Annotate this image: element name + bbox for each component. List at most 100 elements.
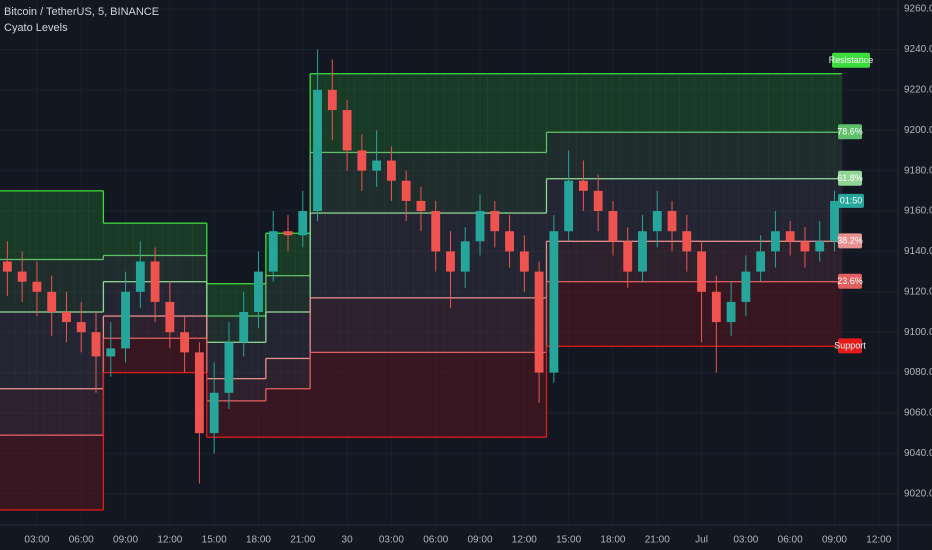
level-band <box>295 275 311 312</box>
level-band <box>0 190 16 260</box>
level-band <box>516 73 533 153</box>
level-band <box>398 73 415 153</box>
candle-body <box>534 271 544 373</box>
candle-body <box>815 241 825 252</box>
x-tick-label: 12:00 <box>157 535 182 546</box>
candle-body <box>194 352 204 434</box>
x-tick-label: 15:00 <box>556 535 581 546</box>
level-band <box>649 73 666 133</box>
level-band <box>324 297 341 353</box>
level-band <box>635 132 651 179</box>
level-band <box>14 312 31 389</box>
tags: Resistance 78.6% 61.8% 38.2% 23.6% Support 01:… <box>829 52 873 354</box>
level-band <box>310 352 326 438</box>
level-band <box>177 223 193 256</box>
level-band <box>132 316 149 339</box>
level-band <box>265 388 282 438</box>
level-band <box>310 297 326 353</box>
y-tick-label: 9260.00 <box>904 4 932 15</box>
candle-body <box>298 211 308 236</box>
candle-body <box>697 251 706 292</box>
level-band <box>679 132 695 179</box>
level-band <box>649 281 666 347</box>
candle-body <box>460 241 470 272</box>
level-band <box>472 352 488 438</box>
x-tick-label: 03:00 <box>733 535 758 546</box>
candle-body <box>106 348 116 357</box>
level-band <box>782 241 799 282</box>
level-band <box>738 73 754 133</box>
level-band <box>561 73 577 133</box>
level-band <box>812 132 828 179</box>
level-band <box>295 388 311 438</box>
level-band <box>457 152 474 214</box>
candle-body <box>490 211 500 232</box>
level-band <box>339 152 355 214</box>
candle-body <box>505 231 514 252</box>
level-band <box>827 281 843 347</box>
level-band <box>753 73 769 133</box>
level-band <box>162 338 178 373</box>
level-band <box>29 312 45 389</box>
level-band <box>502 73 518 153</box>
level-band <box>428 73 444 153</box>
level-band <box>546 73 562 133</box>
y-tick-label: 9200.00 <box>904 125 932 136</box>
level-band <box>620 132 636 179</box>
candle-body <box>268 231 278 272</box>
level-band <box>768 178 784 242</box>
level-band <box>369 297 385 353</box>
level-band <box>236 342 252 379</box>
level-band <box>0 312 16 389</box>
level-band <box>443 352 459 438</box>
candle-body <box>682 231 692 252</box>
level-band <box>118 255 134 282</box>
x-tick-label: 09:00 <box>822 535 847 546</box>
level-band <box>339 352 355 438</box>
y-tick-label: 9240.00 <box>904 44 932 55</box>
candles <box>2 49 839 484</box>
level-band <box>443 297 459 353</box>
level-band <box>44 312 60 389</box>
level-band <box>782 178 799 242</box>
level-band <box>413 152 429 214</box>
level-band <box>516 352 533 438</box>
level-band <box>576 281 592 347</box>
y-tick-label: 9220.00 <box>904 85 932 96</box>
level-band <box>694 73 710 133</box>
level-band <box>206 342 223 379</box>
candle-body <box>327 89 337 111</box>
level-band <box>0 435 16 510</box>
level-band <box>369 352 385 438</box>
level-band <box>59 312 75 389</box>
level-band <box>162 255 178 282</box>
level-band <box>324 213 341 298</box>
level-band <box>369 73 385 153</box>
level-band <box>753 132 769 179</box>
level-band <box>531 73 547 153</box>
level-band <box>487 352 503 438</box>
level-band <box>443 73 459 153</box>
level-band <box>29 388 45 436</box>
candle-body <box>638 231 647 272</box>
level-tag <box>838 124 862 140</box>
level-band <box>413 73 429 153</box>
level-band <box>73 190 90 260</box>
level-band <box>384 73 400 153</box>
level-band <box>384 297 400 353</box>
level-tag-label: 61.8% <box>837 173 863 183</box>
level-band <box>708 241 725 282</box>
y-tick-label: 9080.00 <box>904 367 932 378</box>
y-tick-label: 9160.00 <box>904 206 932 217</box>
level-band <box>147 338 163 373</box>
level-band <box>635 281 651 347</box>
candle-body <box>726 301 736 323</box>
level-band <box>738 132 754 179</box>
level-band <box>694 178 710 242</box>
level-band <box>605 132 621 179</box>
level-band <box>708 73 725 133</box>
candle-body <box>2 261 12 272</box>
x-tick-label: 15:00 <box>202 535 227 546</box>
candle-body <box>372 160 382 171</box>
